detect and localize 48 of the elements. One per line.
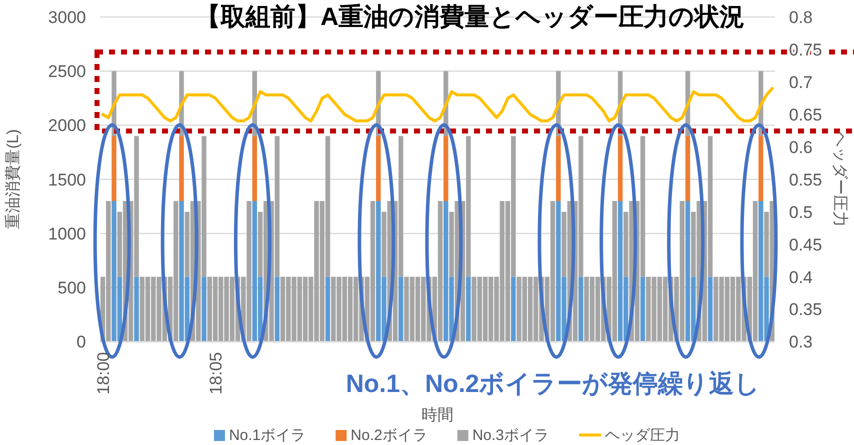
y2-tick-label: 0.35 [789,300,822,320]
legend-label: ヘッダ圧力 [605,427,680,444]
y2-tick-label: 0.7 [789,72,813,92]
chart-title: 【取組前】A重油の消費量とヘッダー圧力の状況 [195,3,745,31]
y2-tick-label: 0.4 [789,268,813,287]
legend-label: No.2ボイラ [350,427,428,444]
x-tick-label: 18:05 [206,352,226,395]
bar [179,136,184,201]
bar [708,276,713,342]
bar [274,276,280,342]
bar [758,136,764,201]
y-axis-title: 重油消費量(L) [4,129,22,229]
y-tick-label: 0 [76,332,86,352]
y-tick-label: 2000 [48,116,86,136]
bar [398,276,404,342]
bar [112,136,116,201]
y-tick-label: 2500 [48,62,86,82]
bar [376,136,381,201]
legend-label: No.1ボイラ [228,427,306,444]
y2-axis-title: ヘッダー圧力 [831,131,849,227]
y-tick-label: 1000 [48,224,86,244]
bar [618,136,623,201]
y2-tick-label: 0.65 [789,105,822,124]
bar [134,276,139,342]
text: No.1、No.2ボイラーが発停繰り返し [346,370,760,398]
bar [466,276,471,342]
bar [511,276,516,342]
bar [640,276,646,342]
y-tick-label: 1500 [48,170,86,190]
bar [556,136,561,201]
y2-tick-label: 0.75 [789,40,822,60]
bar [252,136,257,201]
x-tick-label: 18:00 [94,352,113,395]
y2-tick-label: 0.45 [789,235,822,254]
y-tick-label: 3000 [48,8,86,27]
bar [444,136,448,201]
bar [325,276,330,342]
bar [578,276,584,342]
y2-tick-label: 0.3 [789,332,813,352]
y-tick-label: 500 [58,278,86,298]
y2-tick-label: 0.8 [789,8,813,27]
legend-label: No.3ボイラ [472,427,550,444]
y2-tick-label: 0.55 [789,170,822,190]
y2-tick-label: 0.6 [789,138,813,157]
y2-tick-label: 0.5 [789,202,813,222]
x-axis-title: 時間 [422,406,454,424]
bar [685,136,690,201]
bar [202,276,206,342]
